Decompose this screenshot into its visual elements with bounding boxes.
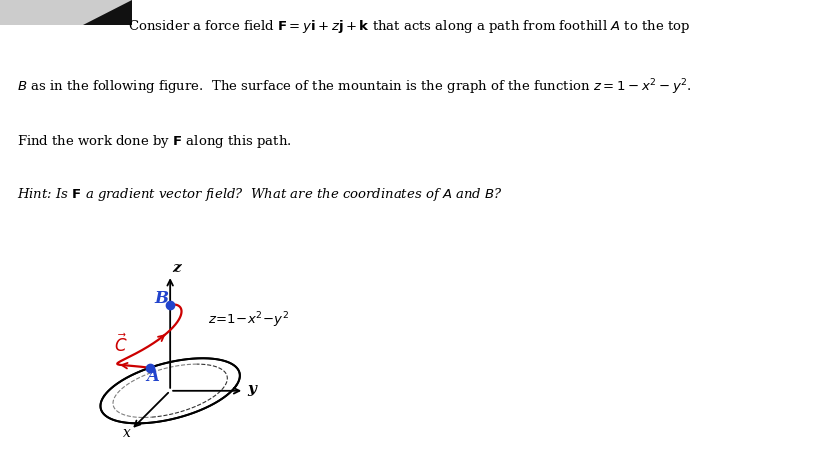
Text: $z\!=\!1\!-\!x^2\!-\!y^2$: $z\!=\!1\!-\!x^2\!-\!y^2$ [208,310,289,330]
Text: Hint: Is $\mathbf{F}$ a gradient vector field?  What are the coordinates of $A$ : Hint: Is $\mathbf{F}$ a gradient vector … [17,186,502,203]
Text: $\vec{C}$: $\vec{C}$ [114,333,127,355]
Text: z: z [172,261,180,275]
Text: $B$ as in the following figure.  The surface of the mountain is the graph of the: $B$ as in the following figure. The surf… [17,77,691,97]
Text: A: A [146,367,159,384]
Polygon shape [83,0,132,25]
Polygon shape [0,0,132,25]
Text: x: x [122,426,131,440]
Text: B: B [155,290,169,307]
Text: Consider a force field $\mathbf{F} = y\mathbf{i}+z\mathbf{j}+\mathbf{k}$ that ac: Consider a force field $\mathbf{F} = y\m… [128,18,690,35]
Text: Find the work done by $\mathbf{F}$ along this path.: Find the work done by $\mathbf{F}$ along… [17,133,291,150]
Text: y: y [247,382,256,396]
